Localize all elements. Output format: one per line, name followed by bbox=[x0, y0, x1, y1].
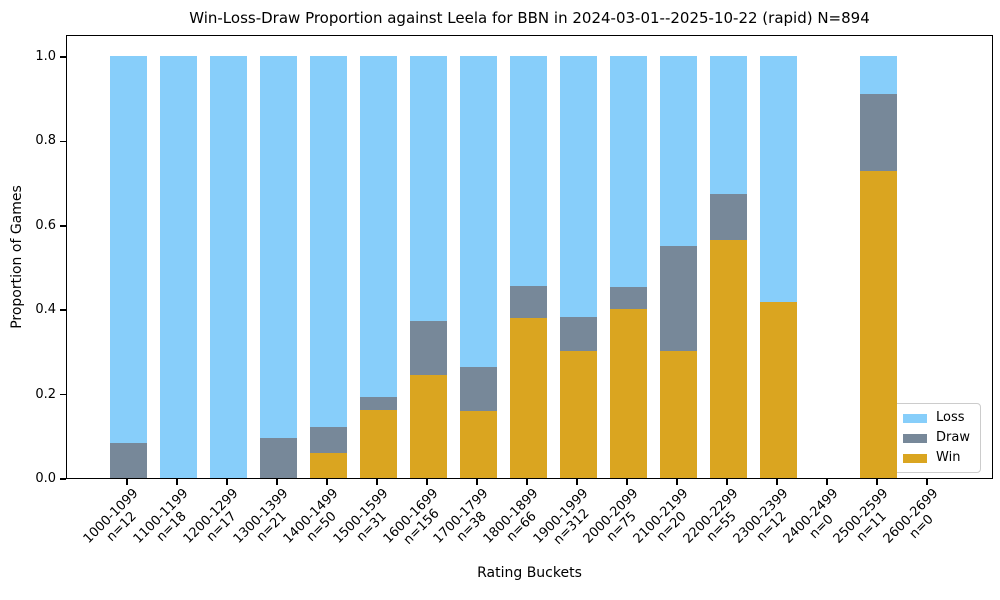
loss-segment-1900-1999 bbox=[559, 56, 597, 318]
legend-label-win: Win bbox=[936, 450, 961, 465]
win-segment-1800-1899 bbox=[509, 318, 547, 478]
loss-segment-1000-1099 bbox=[109, 56, 147, 443]
bar-1000-1099 bbox=[109, 56, 147, 478]
loss-segment-1100-1199 bbox=[159, 56, 197, 478]
win-segment-1600-1699 bbox=[409, 375, 447, 478]
draw-segment-1900-1999 bbox=[559, 317, 597, 351]
x-tick-mark bbox=[676, 479, 678, 485]
x-tick-mark bbox=[426, 479, 428, 485]
legend-swatch-win-icon bbox=[903, 453, 928, 463]
bar-1900-1999 bbox=[559, 56, 597, 478]
y-tick-mark bbox=[60, 225, 66, 227]
y-tick-mark bbox=[60, 309, 66, 311]
win-segment-1400-1499 bbox=[309, 452, 347, 478]
bar-2500-2599 bbox=[859, 56, 897, 478]
win-segment-2100-2199 bbox=[659, 351, 697, 478]
loss-segment-1400-1499 bbox=[309, 56, 347, 428]
bar-1300-1399 bbox=[259, 56, 297, 478]
legend-row-win: Win bbox=[903, 451, 970, 465]
loss-segment-1500-1599 bbox=[359, 56, 397, 397]
x-tick-mark bbox=[176, 479, 178, 485]
y-tick-mark bbox=[60, 393, 66, 396]
legend-swatch-loss-icon bbox=[903, 413, 928, 423]
draw-segment-2200-2299 bbox=[709, 194, 747, 240]
x-axis-label: Rating Buckets bbox=[477, 565, 582, 581]
x-tick-mark bbox=[326, 479, 328, 485]
y-tick-label: 1.0 bbox=[35, 49, 56, 64]
x-tick-mark bbox=[826, 479, 828, 485]
loss-segment-2300-2399 bbox=[759, 56, 797, 303]
x-tick-mark bbox=[626, 479, 628, 485]
draw-segment-1500-1599 bbox=[359, 396, 397, 411]
loss-segment-2000-2099 bbox=[609, 56, 647, 287]
x-tick-mark bbox=[226, 479, 228, 485]
draw-segment-2000-2099 bbox=[609, 286, 647, 310]
draw-segment-2500-2599 bbox=[859, 94, 897, 172]
x-tick-mark bbox=[276, 479, 278, 485]
draw-segment-2100-2199 bbox=[659, 245, 697, 352]
loss-segment-1800-1899 bbox=[509, 56, 547, 286]
y-tick-label: 0.2 bbox=[35, 386, 56, 402]
x-tick-mark bbox=[526, 479, 528, 485]
bar-1600-1699 bbox=[409, 56, 447, 478]
plot-area: Loss Draw Win bbox=[66, 35, 993, 479]
bar-1200-1299 bbox=[209, 56, 247, 478]
x-tick-mark bbox=[726, 479, 728, 485]
loss-segment-1200-1299 bbox=[209, 56, 247, 478]
x-tick-mark bbox=[126, 479, 128, 485]
x-tick-mark bbox=[476, 479, 478, 485]
loss-segment-1600-1699 bbox=[409, 56, 447, 322]
win-segment-1700-1799 bbox=[459, 411, 497, 478]
y-tick-label: 0.4 bbox=[35, 302, 56, 318]
x-tick-mark bbox=[926, 479, 928, 485]
loss-segment-1700-1799 bbox=[459, 56, 497, 368]
y-tick-label: 0.8 bbox=[35, 133, 56, 149]
win-segment-2500-2599 bbox=[859, 171, 897, 478]
x-tick-mark bbox=[576, 479, 578, 485]
legend-label-loss: Loss bbox=[936, 410, 965, 425]
bar-2200-2299 bbox=[709, 56, 747, 478]
draw-segment-1300-1399 bbox=[259, 437, 297, 478]
legend: Loss Draw Win bbox=[892, 403, 981, 473]
win-segment-2300-2399 bbox=[759, 302, 797, 478]
y-tick-mark bbox=[60, 478, 66, 480]
bar-1400-1499 bbox=[309, 56, 347, 478]
loss-segment-2500-2599 bbox=[859, 56, 897, 95]
bar-2100-2199 bbox=[659, 56, 697, 478]
loss-segment-2200-2299 bbox=[709, 56, 747, 195]
draw-segment-1000-1099 bbox=[109, 442, 147, 478]
win-segment-2000-2099 bbox=[609, 309, 647, 478]
bar-1100-1199 bbox=[159, 56, 197, 478]
chart-title: Win-Loss-Draw Proportion against Leela f… bbox=[189, 9, 870, 27]
legend-label-draw: Draw bbox=[936, 430, 970, 445]
y-tick-mark bbox=[60, 140, 66, 143]
bar-1800-1899 bbox=[509, 56, 547, 478]
loss-segment-1300-1399 bbox=[259, 56, 297, 438]
y-tick-mark bbox=[60, 56, 66, 58]
loss-segment-2100-2199 bbox=[659, 56, 697, 246]
x-tick-mark bbox=[776, 479, 778, 485]
bar-2300-2399 bbox=[759, 56, 797, 478]
win-segment-2200-2299 bbox=[709, 240, 747, 478]
draw-segment-1700-1799 bbox=[459, 367, 497, 412]
draw-segment-1400-1499 bbox=[309, 427, 347, 453]
bar-2000-2099 bbox=[609, 56, 647, 478]
bar-1500-1599 bbox=[359, 56, 397, 478]
y-tick-label: 0.6 bbox=[35, 217, 56, 233]
x-tick-mark bbox=[376, 479, 378, 485]
y-tick-label: 0.0 bbox=[35, 471, 56, 486]
bar-1700-1799 bbox=[459, 56, 497, 478]
draw-segment-1600-1699 bbox=[409, 321, 447, 376]
legend-row-draw: Draw bbox=[903, 431, 970, 445]
win-segment-1500-1599 bbox=[359, 410, 397, 478]
draw-segment-1800-1899 bbox=[509, 286, 547, 319]
x-tick-mark bbox=[876, 479, 878, 485]
win-segment-1900-1999 bbox=[559, 350, 597, 478]
legend-row-loss: Loss bbox=[903, 411, 970, 425]
legend-swatch-draw-icon bbox=[903, 433, 928, 443]
